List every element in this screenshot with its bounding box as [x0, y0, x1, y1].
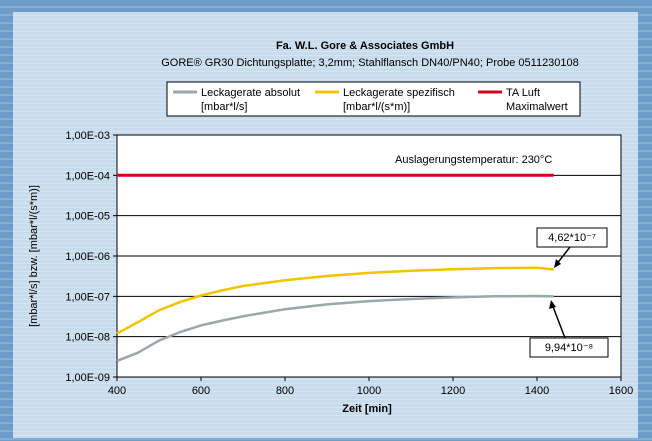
- callout-absolut-arrow: [551, 303, 566, 339]
- x-axis-ticks: 400 600 800 1000 1200 1400 1600: [108, 377, 633, 397]
- y-axis-ticks: 1,00E-09 1,00E-08 1,00E-07 1,00E-06 1,00E-05…: [65, 130, 117, 384]
- callout-spezifisch-box: [536, 227, 608, 248]
- series-line-spezifisch: [116, 266, 554, 335]
- callout-absolut-box: [529, 337, 609, 358]
- chart-subtitle: GORE® GR30 Dichtungsplatte; 3,2mm; Stahl…: [161, 57, 579, 69]
- legend-unit-absolut: [mbar*l/s]: [201, 101, 247, 113]
- y-tick-label: 1,00E-08: [65, 332, 110, 344]
- data-series: [116, 173, 554, 363]
- x-tick-label: 1000: [357, 385, 381, 397]
- callout-spezifisch: 4,62*10⁻⁷: [536, 227, 608, 268]
- legend-label-absolut: Leckagerate absolut: [201, 87, 300, 99]
- chart-title: Fa. W.L. Gore & Associates GmbH: [276, 40, 454, 52]
- y-tick-label: 1,00E-06: [65, 251, 110, 263]
- y-axis-label: [mbar*l/s] bzw. [mbar*l/(s*m)]: [28, 185, 40, 327]
- x-tick-label: 1600: [609, 385, 633, 397]
- x-tick-label: 1200: [441, 385, 465, 397]
- callout-absolut-arrowhead: [549, 300, 556, 309]
- legend-label-spezifisch: Leckagerate spezifisch: [343, 87, 455, 99]
- legend-box: [166, 81, 581, 117]
- x-tick-label: 1400: [525, 385, 549, 397]
- x-tick-label: 400: [108, 385, 126, 397]
- y-tick-label: 1,00E-03: [65, 130, 110, 142]
- callout-spezifisch-arrowhead: [554, 259, 561, 268]
- legend-unit-spezifisch: [mbar*l/(s*m)]: [343, 101, 410, 113]
- callout-absolut-label: 9,94*10⁻⁸: [545, 342, 593, 354]
- legend: Leckagerate absolut [mbar*l/s] Leckagera…: [166, 81, 581, 117]
- callout-spezifisch-label: 4,62*10⁻⁷: [548, 232, 596, 244]
- callout-absolut: 9,94*10⁻⁸: [529, 300, 609, 358]
- legend-unit-ta-luft: Maximalwert: [506, 101, 568, 113]
- x-tick-label: 800: [276, 385, 294, 397]
- x-axis-label: Zeit [min]: [342, 403, 392, 415]
- y-tick-label: 1,00E-09: [65, 372, 110, 384]
- x-tick-label: 600: [192, 385, 210, 397]
- y-tick-label: 1,00E-05: [65, 211, 110, 223]
- legend-label-ta-luft: TA Luft: [506, 87, 540, 99]
- y-tick-label: 1,00E-07: [65, 291, 110, 303]
- series-line-absolut: [116, 294, 554, 363]
- temperature-annotation: Auslagerungstemperatur: 230°C: [395, 154, 552, 166]
- y-tick-label: 1,00E-04: [65, 170, 110, 182]
